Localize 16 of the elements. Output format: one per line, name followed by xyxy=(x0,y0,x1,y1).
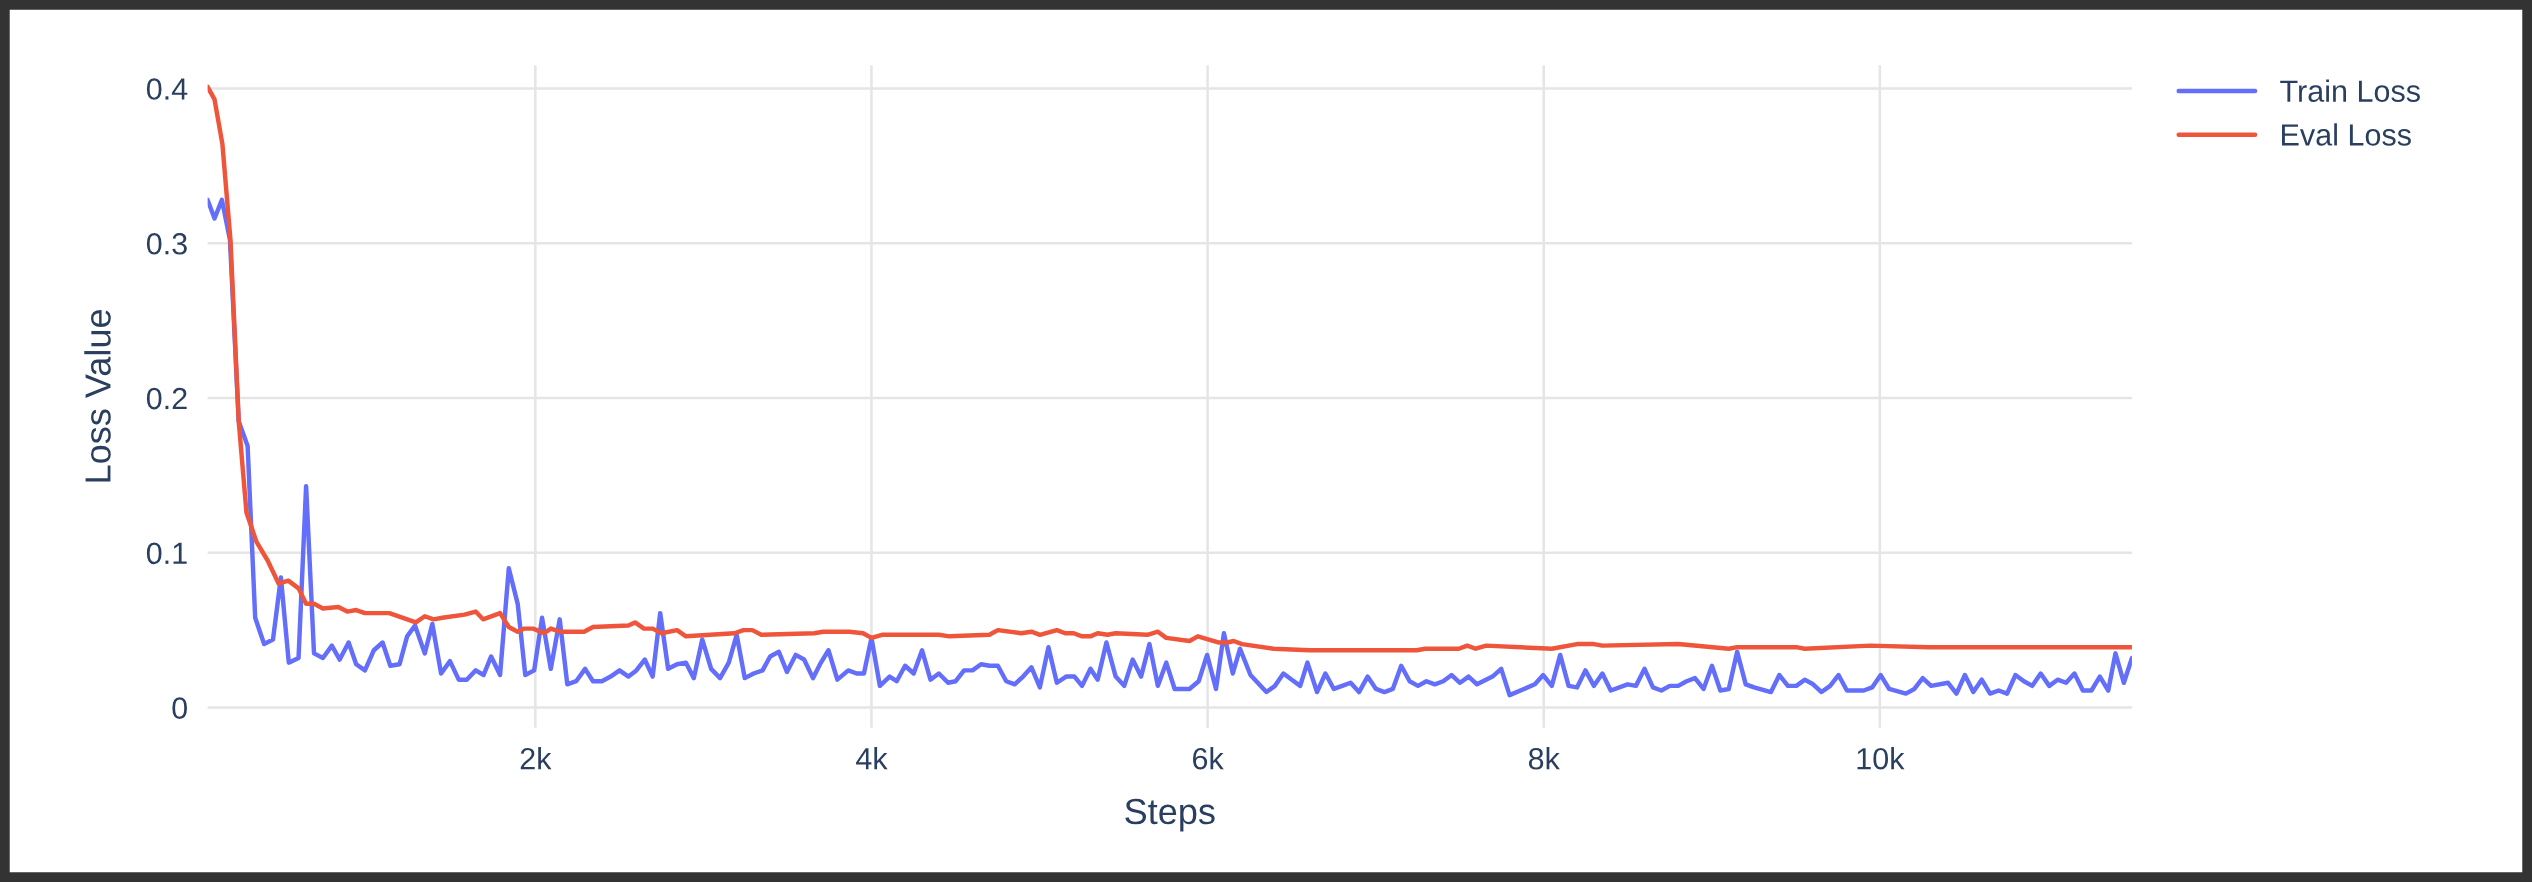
x-tick-label: 4k xyxy=(856,747,888,770)
x-axis-title: Steps xyxy=(1125,798,1215,832)
x-tick-label: 2k xyxy=(520,747,552,770)
y-axis-title: Loss Value xyxy=(84,310,111,482)
line-series xyxy=(207,197,2132,698)
y-tick-label: 0.4 xyxy=(146,78,188,100)
y-tick-label: 0.1 xyxy=(146,542,187,565)
y-tick-label: 0 xyxy=(172,697,187,719)
y-tick-label: 0.3 xyxy=(146,232,187,255)
y-tick-label: 0.2 xyxy=(146,387,187,410)
x-tick-label: 6k xyxy=(1193,747,1224,770)
legend-label: Train Loss xyxy=(2280,79,2420,102)
legend-label: Eval Loss xyxy=(2282,123,2411,146)
line-series xyxy=(207,84,2132,653)
x-tick-label: 10k xyxy=(1857,747,1905,770)
x-tick-label: 8k xyxy=(1528,747,1560,770)
